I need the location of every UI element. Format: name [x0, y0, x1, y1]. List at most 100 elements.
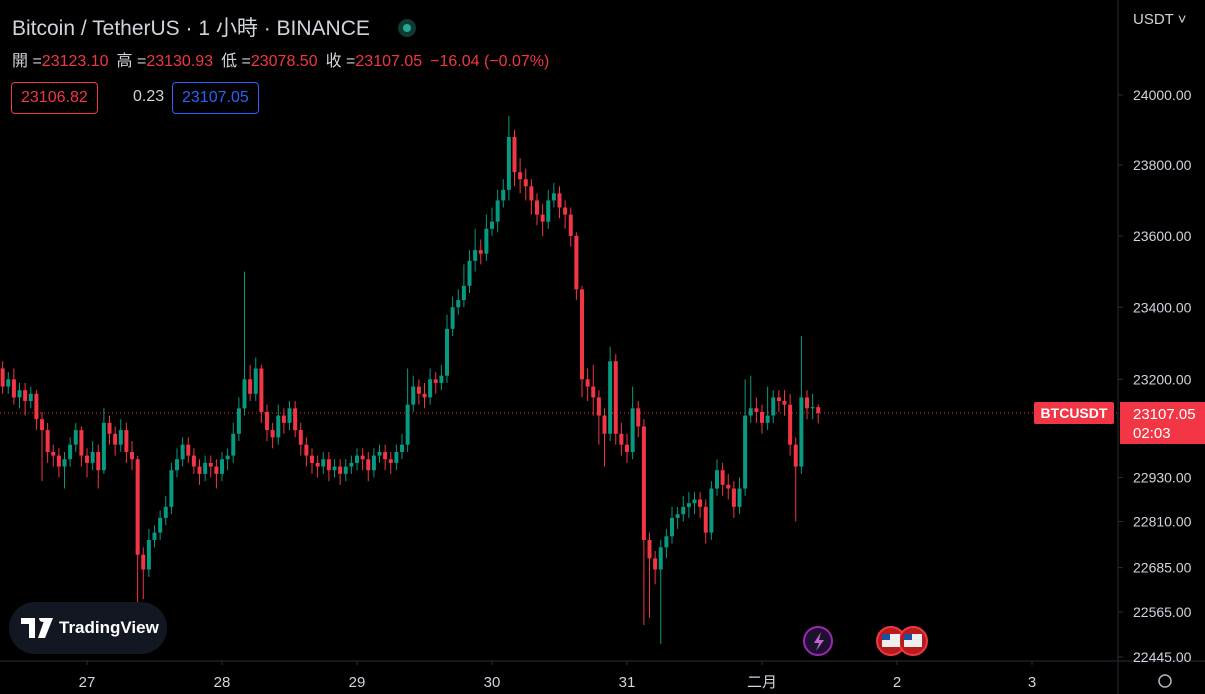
legend-value: 23078.50	[250, 53, 318, 70]
candle-body	[158, 517, 163, 533]
legend-label: 收 =	[325, 53, 356, 70]
bid-box[interactable]: 23106.82	[11, 82, 98, 114]
candle-body	[563, 207, 568, 215]
candle-body	[495, 200, 500, 222]
candle-body	[816, 407, 821, 413]
candle-body	[186, 444, 191, 456]
legend-label: 高 =	[116, 53, 147, 70]
candle-body	[203, 462, 208, 474]
candle-body	[523, 179, 528, 187]
legend-label: 低 =	[221, 53, 251, 70]
legend-value: 23123.10	[41, 53, 109, 70]
candle-body	[506, 136, 511, 190]
candle-body	[664, 536, 669, 548]
candle-body	[152, 532, 157, 540]
candle-body	[242, 379, 247, 409]
candle-body	[574, 235, 579, 290]
candle-body	[456, 300, 461, 308]
candle-body	[681, 506, 686, 515]
candle-body	[281, 415, 286, 423]
candle-body	[118, 430, 123, 445]
candle-body	[175, 459, 180, 471]
candle-body	[535, 200, 540, 215]
candle-body	[23, 390, 28, 402]
candle-body	[726, 484, 731, 489]
candle-body	[557, 193, 562, 208]
candle-body	[776, 397, 781, 402]
candle-body	[101, 422, 106, 471]
y-tick-label: 22565.00	[1133, 604, 1192, 620]
candle-body	[737, 488, 742, 507]
x-tick-label: 29	[349, 674, 366, 691]
candle-body	[467, 260, 472, 286]
candle-body	[360, 455, 365, 460]
candle-body	[760, 411, 765, 423]
y-tick-label: 24000.00	[1133, 87, 1192, 103]
x-tick-label: 31	[619, 674, 636, 691]
candle-body	[231, 433, 236, 456]
x-tick-label: 2	[893, 674, 901, 691]
candle-body	[731, 488, 736, 507]
candle-body	[641, 426, 646, 540]
ohlc-legend: 開 =23123.10 高 =23130.93 低 =23078.50 收 =2310…	[12, 47, 557, 71]
candle-body	[445, 328, 450, 376]
x-tick-label: 二月	[747, 674, 777, 691]
candle-body	[85, 455, 90, 463]
candle-body	[596, 397, 601, 416]
candle-body	[253, 368, 258, 394]
candle-body	[141, 554, 146, 570]
candle-body	[473, 250, 478, 261]
candle-body	[17, 390, 22, 398]
candle-body	[287, 408, 292, 423]
symbol-tag-text: BTCUSDT	[1041, 405, 1108, 421]
candle-body	[338, 466, 343, 474]
candle-body	[62, 459, 67, 467]
ask-box[interactable]: 23107.05	[172, 82, 259, 114]
title: Bitcoin / TetherUS · 1 小時 · BINANCE	[12, 17, 370, 40]
candle-body	[276, 415, 281, 438]
candle-body	[805, 397, 810, 409]
candle-body	[6, 379, 11, 387]
candle-body	[602, 415, 607, 434]
y-tick-label: 22445.00	[1133, 649, 1192, 665]
candle-body	[484, 228, 489, 254]
candle-body	[698, 499, 703, 507]
x-tick-label: 27	[79, 674, 96, 691]
candle-body	[304, 444, 309, 456]
y-tick-label: 22930.00	[1133, 470, 1192, 486]
y-tick-label: 23400.00	[1133, 299, 1192, 315]
candle-body	[310, 455, 315, 463]
candle-body	[332, 466, 337, 471]
candle-body	[107, 422, 112, 434]
candle-body	[225, 455, 230, 460]
candle-body	[748, 408, 753, 416]
flag	[904, 634, 912, 640]
settings-icon[interactable]	[1158, 674, 1172, 688]
candle-body	[28, 393, 33, 402]
candle-body	[68, 444, 73, 460]
candle-body	[540, 214, 545, 222]
candle-body	[630, 408, 635, 452]
candle-body	[130, 451, 135, 460]
candle-body	[146, 539, 151, 570]
candles	[0, 115, 821, 644]
candle-body	[197, 466, 202, 474]
candle-body	[478, 250, 483, 254]
candle-body	[529, 186, 534, 201]
lightning	[814, 632, 824, 651]
candle-body	[585, 379, 590, 387]
logo[interactable]: TradingView	[9, 602, 167, 654]
candle-body	[220, 459, 225, 474]
candle-body	[568, 214, 573, 236]
candle-body	[0, 368, 5, 387]
candle-body	[501, 189, 506, 201]
candle-body	[658, 547, 663, 570]
price-tag-text: 23107.05	[1133, 406, 1196, 423]
currency-menu[interactable]: USDT ˅	[1133, 11, 1187, 28]
candle-body	[394, 451, 399, 463]
candle-body	[411, 386, 416, 405]
candle-body	[720, 470, 725, 485]
event-icons[interactable]	[803, 626, 928, 656]
logo-text: TradingView	[59, 618, 159, 637]
